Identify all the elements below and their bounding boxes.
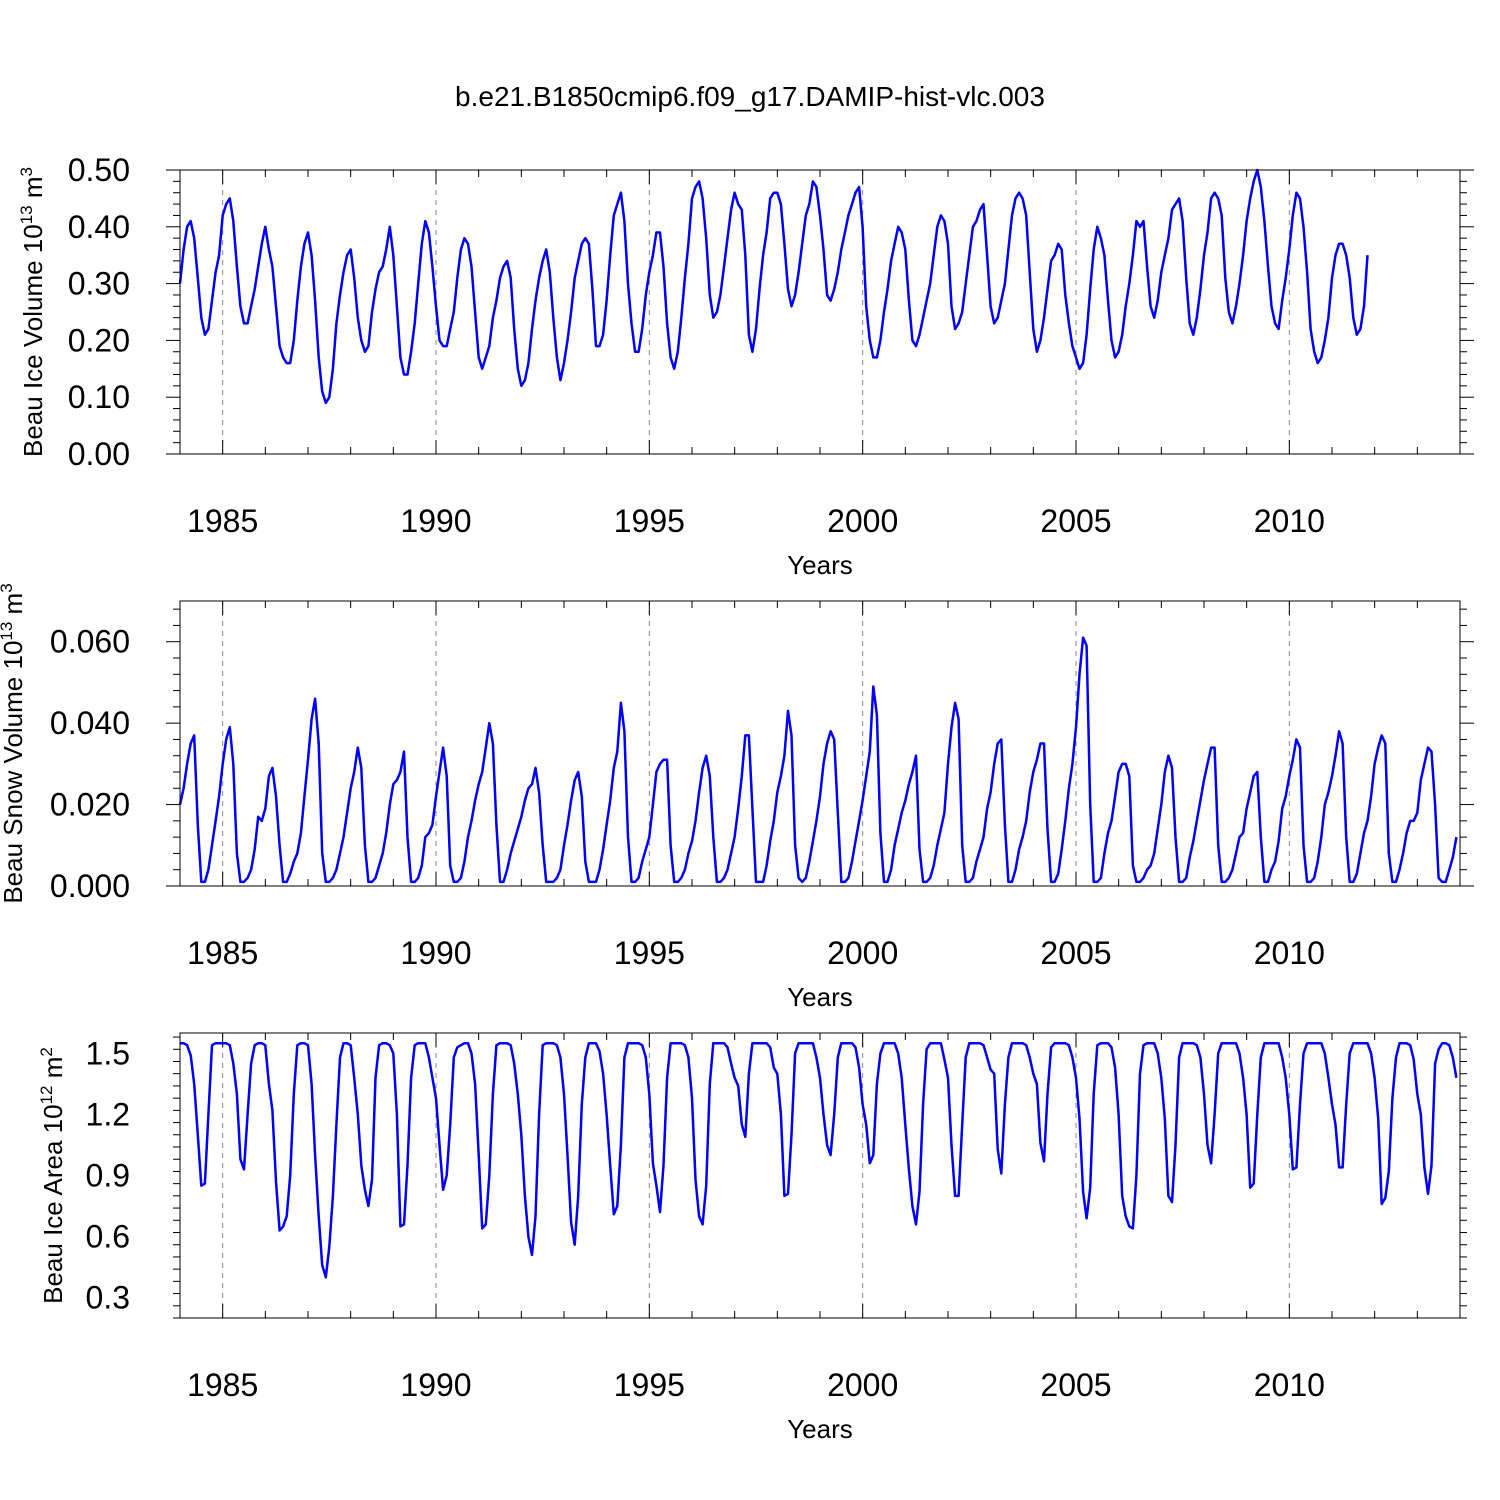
ice-volume-panel: 0.00 0.10 0.20 0.30 0.40 0.50 1985 1990 1995 2000…	[17, 152, 1474, 580]
x-tick-label: 2010	[1254, 503, 1325, 539]
x-tick-label: 2000	[827, 935, 898, 971]
x-tick-label: 2010	[1254, 1367, 1325, 1403]
y-label-main: Beau Ice Area 10	[38, 1104, 68, 1303]
x-tick-label: 2010	[1254, 935, 1325, 971]
y-label-exponent: 12	[37, 1085, 56, 1104]
x-tick-label: 1985	[187, 503, 258, 539]
y-tick-label: 0.10	[68, 379, 130, 415]
y-tick-label: 0.3	[86, 1280, 130, 1316]
y-label-unit-exponent: 2	[37, 1047, 56, 1056]
x-tick-label: 1990	[400, 1367, 471, 1403]
x-tick-label: 1995	[614, 503, 685, 539]
y-label-unit: m	[38, 1057, 68, 1086]
x-tick-label: 1990	[400, 503, 471, 539]
plot-frame	[179, 600, 1461, 887]
x-axis-label: Years	[787, 982, 853, 1012]
y-tick-label: 0.50	[68, 152, 130, 188]
y-label-unit-exponent: 3	[17, 167, 36, 176]
series-line-0	[178, 168, 1369, 405]
x-tick-label: 2005	[1040, 935, 1111, 971]
y-axis-label: Beau Ice Area 1012 m2	[37, 1047, 68, 1304]
y-tick-label: 0.060	[50, 624, 130, 660]
y-tick-label: 1.2	[86, 1096, 130, 1132]
series-line-1	[178, 636, 1458, 884]
y-tick-label: 0.30	[68, 266, 130, 302]
plot-frame	[179, 169, 1461, 455]
x-tick-label: 2000	[827, 1367, 898, 1403]
x-axis-label: Years	[787, 550, 853, 580]
y-label-main: Beau Ice Volume 10	[18, 224, 48, 457]
y-tick-label: 0.9	[86, 1158, 130, 1194]
x-tick-label: 1985	[187, 1367, 258, 1403]
y-tick-label: 1.5	[86, 1035, 130, 1071]
figure-title: b.e21.B1850cmip6.f09_g17.DAMIP-hist-vlc.…	[455, 81, 1045, 112]
y-axis-label: Beau Ice Volume 1013 m3	[17, 167, 48, 457]
y-label-exponent: 13	[17, 205, 36, 224]
y-tick-label: 0.00	[68, 436, 130, 472]
x-axis-label: Years	[787, 1414, 853, 1444]
ice-area-panel: 0.3 0.6 0.9 1.2 1.5 1985 1990 1995 2000 2005 2010 Y…	[37, 1032, 1467, 1444]
y-label-unit: m	[18, 176, 48, 205]
y-label-exponent: 13	[0, 622, 16, 641]
y-label-unit: m	[0, 593, 28, 622]
x-tick-label: 2005	[1040, 1367, 1111, 1403]
y-tick-label: 0.6	[86, 1219, 130, 1255]
series-line-2	[180, 1041, 1458, 1279]
x-tick-label: 1985	[187, 935, 258, 971]
x-tick-label: 1995	[614, 1367, 685, 1403]
y-tick-label: 0.040	[50, 705, 130, 741]
x-tick-label: 1995	[614, 935, 685, 971]
y-label-unit-exponent: 3	[0, 583, 16, 592]
x-tick-label: 2005	[1040, 503, 1111, 539]
y-tick-label: 0.20	[68, 322, 130, 358]
snow-volume-panel: 0.000 0.020 0.040 0.060 1985 1990 1995 2000 2005…	[0, 583, 1474, 1012]
plot-frame	[179, 1032, 1461, 1319]
y-tick-label: 0.020	[50, 787, 130, 823]
y-axis-label: Beau Snow Volume 1013 m3	[0, 583, 28, 903]
y-tick-label: 0.000	[50, 868, 130, 904]
y-label-main: Beau Snow Volume 10	[0, 641, 28, 904]
y-tick-label: 0.40	[68, 209, 130, 245]
x-tick-label: 2000	[827, 503, 898, 539]
x-tick-label: 1990	[400, 935, 471, 971]
